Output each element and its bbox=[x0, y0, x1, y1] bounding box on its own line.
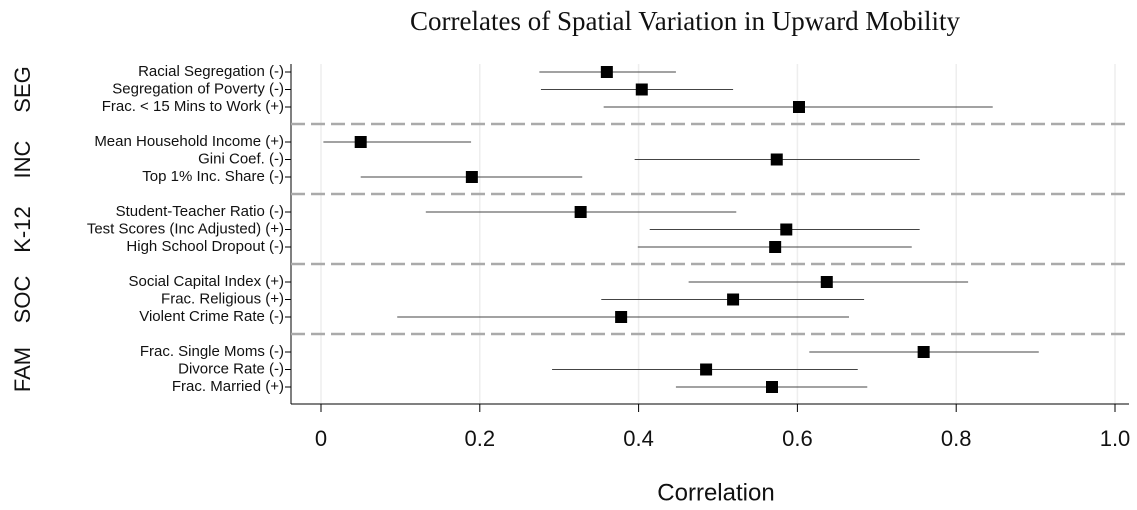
y-tick-label: High School Dropout (-) bbox=[126, 238, 284, 255]
group-label: INC bbox=[10, 140, 35, 178]
group-label: K-12 bbox=[10, 206, 35, 252]
point bbox=[765, 381, 778, 393]
y-tick-label: Mean Household Income (+) bbox=[94, 133, 284, 150]
point bbox=[615, 311, 628, 323]
point bbox=[600, 66, 613, 78]
point bbox=[820, 276, 833, 288]
point bbox=[917, 346, 930, 358]
point bbox=[574, 206, 587, 218]
y-tick-label: Top 1% Inc. Share (-) bbox=[142, 168, 284, 185]
point bbox=[354, 136, 367, 148]
group-label: SOC bbox=[10, 276, 35, 324]
y-tick-label: Frac. Religious (+) bbox=[161, 290, 284, 307]
x-tick-label: 1.0 bbox=[1100, 426, 1131, 451]
point bbox=[727, 293, 740, 306]
point bbox=[770, 153, 783, 166]
point bbox=[700, 363, 713, 376]
y-tick-label: Segregation of Poverty (-) bbox=[112, 80, 284, 97]
x-tick-label: 0.4 bbox=[623, 426, 654, 451]
x-tick-label: 0.8 bbox=[941, 426, 972, 451]
point bbox=[769, 241, 782, 253]
y-tick-label: Student-Teacher Ratio (-) bbox=[116, 203, 284, 220]
y-tick-label: Social Capital Index (+) bbox=[129, 273, 285, 290]
y-tick-label: Racial Segregation (-) bbox=[138, 63, 284, 80]
y-tick-label: Frac. Single Moms (-) bbox=[140, 343, 284, 360]
x-axis-label: Correlation bbox=[657, 479, 774, 506]
y-tick-label: Frac. < 15 Mins to Work (+) bbox=[102, 98, 284, 115]
y-tick-label: Violent Crime Rate (-) bbox=[139, 308, 284, 325]
x-tick-label: 0.6 bbox=[782, 426, 813, 451]
point bbox=[465, 171, 478, 183]
y-tick-label: Test Scores (Inc Adjusted) (+) bbox=[87, 220, 284, 237]
group-label: SEG bbox=[10, 66, 35, 112]
chart-title: Correlates of Spatial Variation in Upwar… bbox=[410, 6, 960, 36]
x-tick-label: 0 bbox=[315, 426, 327, 451]
y-tick-label: Frac. Married (+) bbox=[172, 378, 284, 395]
y-tick-label: Gini Coef. (-) bbox=[198, 150, 284, 167]
x-tick-label: 0.2 bbox=[465, 426, 496, 451]
group-label: FAM bbox=[10, 347, 35, 392]
point bbox=[792, 101, 805, 113]
point bbox=[780, 223, 793, 236]
point bbox=[635, 83, 648, 96]
y-tick-label: Divorce Rate (-) bbox=[178, 360, 284, 377]
